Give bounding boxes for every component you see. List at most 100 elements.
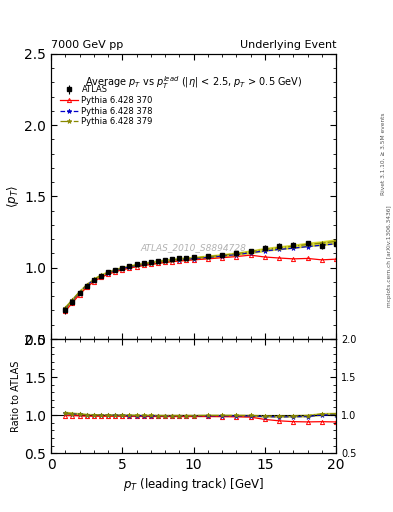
Pythia 6.428 370 xyxy=(92,279,96,285)
Pythia 6.428 378 xyxy=(149,260,153,266)
Pythia 6.428 370 xyxy=(113,269,118,275)
Pythia 6.428 370 xyxy=(184,258,189,264)
Pythia 6.428 370 xyxy=(127,265,132,271)
Pythia 6.428 379 xyxy=(277,245,281,251)
Pythia 6.428 370 xyxy=(234,253,239,260)
Pythia 6.428 379 xyxy=(305,241,310,247)
Pythia 6.428 379 xyxy=(113,267,118,273)
Pythia 6.428 378 xyxy=(141,261,146,267)
Pythia 6.428 379 xyxy=(149,260,153,266)
Pythia 6.428 378 xyxy=(84,282,89,288)
Pythia 6.428 370 xyxy=(320,257,324,263)
Pythia 6.428 370 xyxy=(191,257,196,263)
Pythia 6.428 379 xyxy=(163,258,167,264)
Pythia 6.428 370 xyxy=(177,258,182,264)
Pythia 6.428 378 xyxy=(134,262,139,268)
Pythia 6.428 370 xyxy=(220,254,224,261)
Text: Underlying Event: Underlying Event xyxy=(239,40,336,50)
Pythia 6.428 379 xyxy=(120,265,125,271)
Pythia 6.428 378 xyxy=(184,256,189,262)
Pythia 6.428 370 xyxy=(248,252,253,258)
Pythia 6.428 378 xyxy=(113,267,118,273)
Pythia 6.428 379 xyxy=(127,263,132,269)
Pythia 6.428 378 xyxy=(163,258,167,264)
Pythia 6.428 370 xyxy=(170,259,174,265)
Pythia 6.428 379 xyxy=(99,272,103,279)
Pythia 6.428 378 xyxy=(248,250,253,256)
Y-axis label: Ratio to ATLAS: Ratio to ATLAS xyxy=(11,360,22,432)
Pythia 6.428 370 xyxy=(305,255,310,262)
Line: Pythia 6.428 379: Pythia 6.428 379 xyxy=(63,239,338,310)
Pythia 6.428 379 xyxy=(184,255,189,262)
Text: mcplots.cern.ch [arXiv:1306.3436]: mcplots.cern.ch [arXiv:1306.3436] xyxy=(387,205,391,307)
Pythia 6.428 370 xyxy=(163,260,167,266)
Pythia 6.428 370 xyxy=(291,256,296,262)
Pythia 6.428 378 xyxy=(92,277,96,283)
Pythia 6.428 379 xyxy=(77,289,82,295)
Pythia 6.428 370 xyxy=(70,300,75,306)
Legend: ATLAS, Pythia 6.428 370, Pythia 6.428 378, Pythia 6.428 379: ATLAS, Pythia 6.428 370, Pythia 6.428 37… xyxy=(58,83,154,128)
Pythia 6.428 379 xyxy=(234,251,239,257)
Pythia 6.428 378 xyxy=(63,305,68,311)
Pythia 6.428 379 xyxy=(320,240,324,246)
Pythia 6.428 379 xyxy=(134,262,139,268)
Pythia 6.428 378 xyxy=(305,244,310,250)
Pythia 6.428 379 xyxy=(63,305,68,311)
Pythia 6.428 378 xyxy=(234,251,239,258)
Pythia 6.428 370 xyxy=(99,274,103,281)
Pythia 6.428 370 xyxy=(77,291,82,297)
Pythia 6.428 378 xyxy=(106,270,110,276)
Pythia 6.428 379 xyxy=(141,261,146,267)
Pythia 6.428 378 xyxy=(291,245,296,251)
Pythia 6.428 378 xyxy=(263,248,267,254)
Pythia 6.428 370 xyxy=(63,308,68,314)
Pythia 6.428 370 xyxy=(277,255,281,261)
Pythia 6.428 370 xyxy=(149,261,153,267)
Pythia 6.428 370 xyxy=(120,267,125,273)
Pythia 6.428 379 xyxy=(170,257,174,263)
Pythia 6.428 378 xyxy=(177,257,182,263)
X-axis label: $p_T$ (leading track) [GeV]: $p_T$ (leading track) [GeV] xyxy=(123,476,264,493)
Text: Average $p_T$ vs $p_T^{lead}$ ($|\eta|$ < 2.5, $p_T$ > 0.5 GeV): Average $p_T$ vs $p_T^{lead}$ ($|\eta|$ … xyxy=(85,74,302,91)
Pythia 6.428 379 xyxy=(84,282,89,288)
Pythia 6.428 378 xyxy=(320,242,324,248)
Y-axis label: $\langle p_T \rangle$: $\langle p_T \rangle$ xyxy=(6,185,22,208)
Pythia 6.428 370 xyxy=(156,260,160,266)
Pythia 6.428 379 xyxy=(220,252,224,259)
Text: 7000 GeV pp: 7000 GeV pp xyxy=(51,40,123,50)
Pythia 6.428 370 xyxy=(263,254,267,260)
Pythia 6.428 378 xyxy=(99,273,103,279)
Pythia 6.428 379 xyxy=(177,256,182,262)
Pythia 6.428 379 xyxy=(263,246,267,252)
Pythia 6.428 379 xyxy=(334,238,338,244)
Pythia 6.428 378 xyxy=(156,259,160,265)
Pythia 6.428 370 xyxy=(141,262,146,268)
Pythia 6.428 379 xyxy=(70,297,75,303)
Pythia 6.428 379 xyxy=(206,253,210,260)
Pythia 6.428 378 xyxy=(191,255,196,262)
Pythia 6.428 370 xyxy=(134,264,139,270)
Pythia 6.428 378 xyxy=(334,241,338,247)
Line: Pythia 6.428 370: Pythia 6.428 370 xyxy=(63,253,338,313)
Pythia 6.428 379 xyxy=(291,243,296,249)
Text: ATLAS_2010_S8894728: ATLAS_2010_S8894728 xyxy=(141,243,246,252)
Line: Pythia 6.428 378: Pythia 6.428 378 xyxy=(63,241,338,311)
Pythia 6.428 378 xyxy=(220,253,224,259)
Pythia 6.428 378 xyxy=(170,258,174,264)
Pythia 6.428 379 xyxy=(191,255,196,261)
Pythia 6.428 378 xyxy=(77,289,82,295)
Pythia 6.428 379 xyxy=(156,259,160,265)
Text: Rivet 3.1.10, ≥ 3.5M events: Rivet 3.1.10, ≥ 3.5M events xyxy=(381,112,386,195)
Pythia 6.428 378 xyxy=(277,246,281,252)
Pythia 6.428 370 xyxy=(106,271,110,278)
Pythia 6.428 379 xyxy=(92,276,96,283)
Pythia 6.428 378 xyxy=(127,264,132,270)
Pythia 6.428 379 xyxy=(106,269,110,275)
Pythia 6.428 370 xyxy=(206,256,210,262)
Pythia 6.428 378 xyxy=(70,297,75,303)
Pythia 6.428 378 xyxy=(206,254,210,261)
Pythia 6.428 378 xyxy=(120,265,125,271)
Pythia 6.428 370 xyxy=(84,284,89,290)
Pythia 6.428 379 xyxy=(248,249,253,255)
Pythia 6.428 370 xyxy=(334,256,338,262)
